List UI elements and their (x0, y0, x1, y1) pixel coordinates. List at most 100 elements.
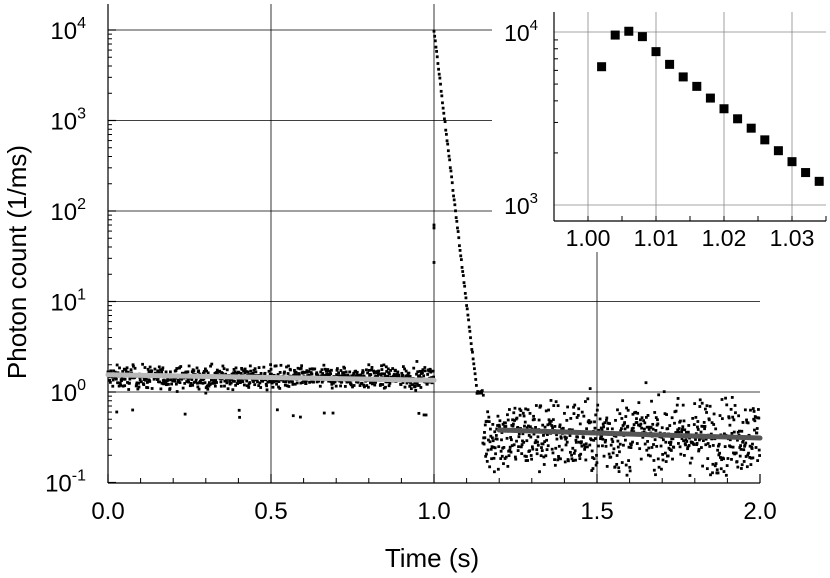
data-point (456, 230, 460, 233)
data-point (584, 400, 587, 403)
data-point (577, 440, 581, 444)
data-point (747, 451, 750, 455)
data-point (547, 418, 551, 422)
data-point (252, 380, 255, 384)
data-point (509, 450, 513, 454)
data-point (388, 372, 391, 376)
data-point (153, 367, 157, 371)
data-point (320, 374, 323, 378)
data-point (471, 350, 474, 354)
data-point (656, 418, 659, 422)
data-point (646, 440, 649, 443)
data-point (291, 380, 294, 384)
data-point (128, 377, 132, 381)
data-point (591, 467, 595, 470)
data-point (592, 457, 596, 461)
data-point (623, 421, 627, 424)
data-point (571, 446, 575, 450)
data-point (441, 101, 444, 105)
data-point (394, 368, 397, 372)
data-point (234, 383, 238, 387)
data-point (748, 444, 752, 448)
data-point (746, 453, 750, 457)
data-point (202, 370, 206, 373)
inset-x-tick-label: 1.01 (634, 225, 679, 251)
data-point (180, 371, 184, 375)
data-point (337, 371, 340, 375)
data-point (117, 384, 121, 388)
data-point (456, 226, 459, 230)
data-point (299, 381, 303, 385)
data-point (139, 380, 143, 384)
data-point (736, 438, 739, 442)
data-point (335, 367, 339, 370)
data-point (624, 415, 628, 418)
data-point (639, 418, 642, 422)
data-point (334, 384, 338, 388)
x-tick-label: 1.5 (580, 498, 613, 525)
data-point (380, 364, 383, 368)
data-point (621, 399, 625, 403)
data-point (751, 407, 755, 410)
data-point (387, 384, 391, 388)
data-point (726, 457, 730, 460)
data-point (225, 368, 229, 372)
data-point (473, 372, 477, 376)
data-point (495, 437, 499, 441)
data-point (719, 467, 723, 471)
data-point (572, 451, 576, 455)
data-point (557, 444, 561, 448)
data-point (586, 397, 590, 401)
data-point (485, 419, 489, 423)
data-point (570, 453, 573, 457)
data-point (221, 364, 225, 368)
data-point (195, 366, 199, 370)
data-point (582, 443, 586, 447)
data-point (592, 438, 596, 442)
data-point (565, 436, 568, 440)
data-point (702, 421, 706, 424)
data-point (535, 452, 539, 456)
data-point (315, 371, 319, 375)
data-point (229, 381, 233, 385)
data-point (147, 370, 151, 374)
inset-data-point (746, 123, 756, 133)
data-point (704, 443, 708, 447)
data-point (583, 445, 587, 449)
data-point (413, 384, 417, 388)
data-point (681, 428, 684, 431)
data-point (374, 380, 377, 384)
data-point (242, 383, 246, 387)
data-point (324, 369, 328, 373)
data-point (225, 381, 229, 385)
data-point (293, 382, 297, 386)
data-point (739, 447, 743, 451)
data-point (233, 370, 237, 374)
data-point (374, 374, 378, 378)
data-point (225, 378, 228, 382)
y-tick-label: 101 (50, 287, 86, 317)
data-point (518, 413, 522, 417)
data-point (730, 457, 733, 461)
data-point (697, 448, 701, 451)
data-point (404, 374, 408, 378)
data-point (367, 368, 371, 372)
data-point (345, 380, 349, 384)
data-point (183, 381, 187, 385)
data-point (630, 429, 634, 433)
data-point (167, 382, 170, 386)
data-point (484, 454, 488, 458)
data-point (742, 460, 746, 463)
data-point (148, 380, 152, 383)
data-point (488, 465, 492, 469)
data-point (213, 384, 217, 388)
data-point (536, 443, 540, 447)
data-point (194, 377, 198, 381)
x-tick-label: 0.0 (91, 498, 124, 525)
data-point (263, 371, 267, 375)
data-point (652, 443, 655, 446)
data-point (252, 368, 256, 372)
data-point (755, 431, 759, 435)
data-point (384, 385, 387, 389)
